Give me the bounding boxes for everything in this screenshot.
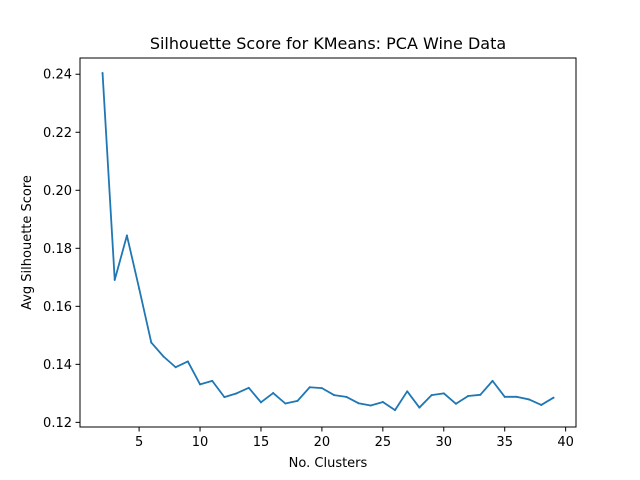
x-axis-label: No. Clusters [289,456,368,471]
plot-area [80,58,576,427]
data-point [235,392,238,395]
x-tick-label: 15 [253,435,270,450]
data-point [442,392,445,395]
y-axis-label: Avg Silhouette Score [20,175,35,310]
x-tick-label: 5 [135,435,143,450]
data-point [503,395,506,398]
plot-frame [79,57,577,428]
data-point [296,399,299,402]
series-line [101,72,555,412]
x-tick-label: 10 [192,435,209,450]
y-tick-label: 0.20 [43,184,72,199]
data-point [406,390,409,393]
x-tick-label: 30 [436,435,453,450]
data-point [528,398,531,401]
y-tick-label: 0.12 [43,416,72,431]
x-tick-label: 40 [557,435,574,450]
x-tick-label: 20 [314,435,331,450]
data-points [101,72,555,412]
data-point [223,396,226,399]
data-point [150,341,153,344]
x-tick-label: 25 [375,435,392,450]
x-axis-ticks: 5 10 15 20 25 30 35 40 [135,427,574,450]
y-tick-label: 0.22 [43,126,72,141]
data-point [430,394,433,397]
data-point [284,402,287,405]
y-tick-label: 0.24 [43,68,72,83]
data-point [125,234,128,237]
x-tick-label: 35 [496,435,513,450]
data-point [552,396,555,399]
data-point [174,366,177,369]
y-tick-label: 0.14 [43,358,72,373]
y-tick-label: 0.16 [43,300,72,315]
data-point [211,379,214,382]
data-point [272,392,275,395]
data-point [162,355,165,358]
y-axis-ticks: 0.12 0.14 0.16 0.18 0.20 0.22 0.24 [43,68,80,431]
data-point [113,278,116,281]
y-tick-label: 0.18 [43,242,72,257]
data-point [186,360,189,363]
data-point [308,386,311,389]
data-point [418,406,421,409]
data-point [540,403,543,406]
data-point [394,409,397,412]
data-point [515,395,518,398]
data-point [138,287,141,290]
data-point [454,402,457,405]
data-point [491,379,494,382]
data-point [101,72,104,75]
data-point [199,383,202,386]
data-point [467,394,470,397]
data-point [333,394,336,397]
data-point [357,402,360,405]
data-point [247,386,250,389]
data-point [259,401,262,404]
data-point [479,393,482,396]
chart-title: Silhouette Score for KMeans: PCA Wine Da… [150,34,506,53]
data-point [320,387,323,390]
data-point [345,395,348,398]
data-point [381,401,384,404]
data-point [369,404,372,407]
